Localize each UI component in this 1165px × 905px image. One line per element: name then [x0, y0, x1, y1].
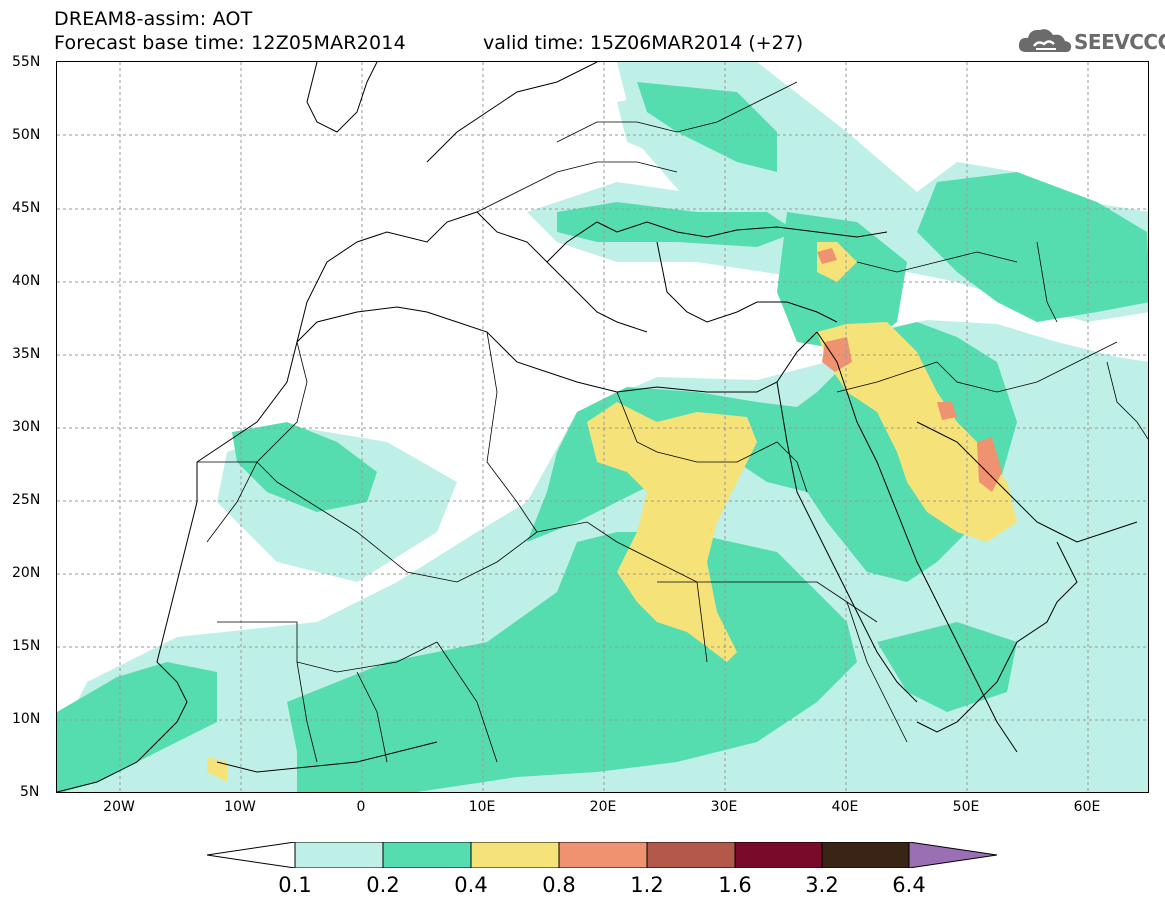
lat-label-25n: 25N	[12, 492, 41, 508]
map-canvas	[57, 62, 1148, 792]
logo-text: SEEVCCC	[1074, 30, 1165, 54]
colorbar-segment-5	[646, 842, 736, 868]
lat-label-40n: 40N	[12, 273, 41, 289]
colorbar-label-6-4: 6.4	[892, 873, 926, 897]
lon-label-20e: 20E	[589, 799, 617, 815]
colorbar-segment-3	[470, 842, 560, 868]
colorbar-label-3-2: 3.2	[805, 873, 839, 897]
lon-label-50e: 50E	[952, 799, 980, 815]
forecast-base-time: Forecast base time: 12Z05MAR2014	[54, 32, 406, 54]
lat-label-5n: 5N	[20, 784, 40, 800]
colorbar-label-1-2: 1.2	[630, 873, 664, 897]
lat-label-30n: 30N	[12, 419, 41, 435]
lon-label-10e: 10E	[468, 799, 496, 815]
lat-label-15n: 15N	[12, 638, 41, 654]
colorbar-segment-2	[382, 842, 472, 868]
lat-label-55n: 55N	[12, 54, 41, 70]
colorbar-segment-1	[294, 842, 384, 868]
colorbar-segment-below	[207, 842, 296, 868]
seevccc-logo: SEEVCCC	[1016, 22, 1165, 58]
colorbar-segment-7	[821, 842, 910, 868]
lon-label-60e: 60E	[1073, 799, 1101, 815]
lat-label-10n: 10N	[12, 711, 41, 727]
lat-label-45n: 45N	[12, 200, 41, 216]
cloud-icon	[1018, 29, 1072, 53]
colorbar-segment-4	[558, 842, 648, 868]
lat-label-50n: 50N	[12, 127, 41, 143]
aot-map	[56, 61, 1149, 793]
lat-label-35n: 35N	[12, 346, 41, 362]
colorbar-segment-above	[908, 842, 997, 868]
colorbar-label-0-8: 0.8	[542, 873, 576, 897]
lon-label-30e: 30E	[710, 799, 738, 815]
colorbar	[207, 842, 997, 868]
lon-label-0: 0	[356, 799, 366, 815]
graticule	[57, 62, 1148, 792]
valid-time: valid time: 15Z06MAR2014 (+27)	[483, 32, 804, 54]
colorbar-label-0-4: 0.4	[454, 873, 488, 897]
colorbar-segment-6	[734, 842, 823, 868]
lon-label-10w: 10W	[224, 799, 256, 815]
lon-label-40e: 40E	[831, 799, 859, 815]
colorbar-label-0-1: 0.1	[278, 873, 312, 897]
map-title: DREAM8-assim: AOT	[54, 8, 253, 30]
lon-label-20w: 20W	[103, 799, 135, 815]
colorbar-label-1-6: 1.6	[718, 873, 752, 897]
lat-label-20n: 20N	[12, 565, 41, 581]
country-borders	[197, 81, 1148, 763]
colorbar-label-0-2: 0.2	[366, 873, 400, 897]
